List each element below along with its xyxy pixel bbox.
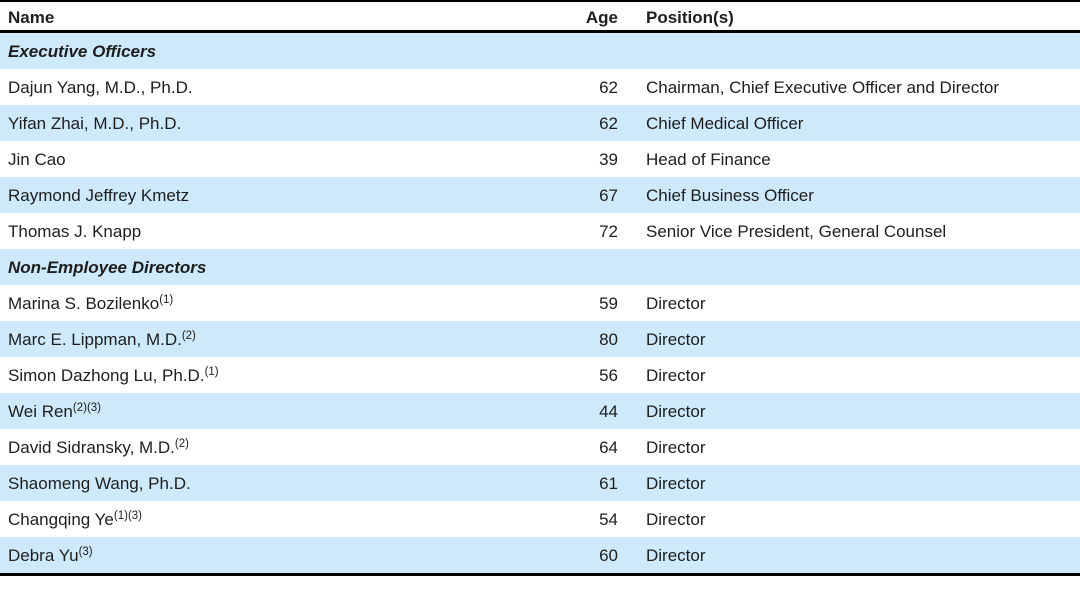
position-cell: Director [646, 546, 706, 564]
age-cell: 61 [599, 473, 618, 493]
name-cell: Thomas J. Knapp [0, 223, 583, 240]
person-name: Dajun Yang, M.D., Ph.D. [8, 77, 193, 97]
section-label: Executive Officers [8, 41, 157, 61]
age-cell: 54 [599, 509, 618, 529]
person-name: Simon Dazhong Lu, Ph.D. [8, 365, 205, 385]
position-cell: Director [646, 366, 706, 384]
age-cell: 56 [599, 365, 618, 385]
name-cell: Wei Ren(2)(3) [0, 401, 583, 421]
position-cell: Chairman, Chief Executive Officer and Di… [646, 78, 1000, 96]
management-table: Name Age Position(s) Executive Officers … [0, 0, 1080, 576]
table-row: David Sidransky, M.D.(2) 64 Director [0, 429, 1080, 465]
name-cell: Marina S. Bozilenko(1) [0, 293, 583, 313]
table-row: Raymond Jeffrey Kmetz 67 Chief Business … [0, 177, 1080, 213]
section-row: Non-Employee Directors [0, 249, 1080, 285]
position-cell: Director [646, 438, 706, 456]
age-cell: 67 [599, 185, 618, 205]
name-cell: Marc E. Lippman, M.D.(2) [0, 329, 583, 349]
person-name: Marina S. Bozilenko [8, 293, 160, 313]
section-row: Executive Officers [0, 33, 1080, 69]
position-cell: Chief Medical Officer [646, 114, 804, 132]
position-cell: Director [646, 510, 706, 528]
table-row: Changqing Ye(1)(3) 54 Director [0, 501, 1080, 537]
top-rule [0, 0, 1080, 2]
table-row: Wei Ren(2)(3) 44 Director [0, 393, 1080, 429]
person-name: Thomas J. Knapp [8, 221, 142, 241]
person-name: Changqing Ye [8, 509, 114, 529]
age-cell: 80 [599, 329, 618, 349]
name-cell: Yifan Zhai, M.D., Ph.D. [0, 115, 583, 132]
name-cell: Debra Yu(3) [0, 545, 583, 565]
footnote-superscript: (1) [159, 293, 174, 306]
table-row: Shaomeng Wang, Ph.D. 61 Director [0, 465, 1080, 501]
position-cell: Chief Business Officer [646, 186, 814, 204]
table-row: Jin Cao 39 Head of Finance [0, 141, 1080, 177]
person-name: Yifan Zhai, M.D., Ph.D. [8, 113, 182, 133]
column-header-positions: Position(s) [646, 8, 734, 27]
table-row: Simon Dazhong Lu, Ph.D.(1) 56 Director [0, 357, 1080, 393]
position-cell: Director [646, 330, 706, 348]
table-row: Yifan Zhai, M.D., Ph.D. 62 Chief Medical… [0, 105, 1080, 141]
person-name: Jin Cao [8, 149, 66, 169]
footnote-superscript: (1)(3) [113, 509, 143, 522]
name-cell: Raymond Jeffrey Kmetz [0, 187, 583, 204]
person-name: Marc E. Lippman, M.D. [8, 329, 182, 349]
section-label: Non-Employee Directors [8, 257, 207, 277]
footnote-superscript: (1) [204, 365, 219, 378]
name-cell: Jin Cao [0, 151, 583, 168]
position-cell: Director [646, 402, 706, 420]
footnote-superscript: (2) [174, 437, 189, 450]
table-row: Dajun Yang, M.D., Ph.D. 62 Chairman, Chi… [0, 69, 1080, 105]
table-row: Marina S. Bozilenko(1) 59 Director [0, 285, 1080, 321]
footnote-superscript: (3) [78, 545, 93, 558]
age-cell: 60 [599, 545, 618, 565]
position-cell: Director [646, 474, 706, 492]
column-header-name: Name [8, 8, 55, 27]
age-cell: 39 [599, 149, 618, 169]
bottom-rule [0, 573, 1080, 576]
age-cell: 62 [599, 113, 618, 133]
position-cell: Senior Vice President, General Counsel [646, 222, 947, 240]
age-cell: 64 [599, 437, 618, 457]
name-cell: Dajun Yang, M.D., Ph.D. [0, 79, 583, 96]
position-cell: Director [646, 294, 706, 312]
table-header-row: Name Age Position(s) [0, 2, 1080, 33]
position-cell: Head of Finance [646, 150, 771, 168]
age-cell: 62 [599, 77, 618, 97]
table-row: Marc E. Lippman, M.D.(2) 80 Director [0, 321, 1080, 357]
age-cell: 59 [599, 293, 618, 313]
name-cell: Changqing Ye(1)(3) [0, 509, 583, 529]
person-name: Raymond Jeffrey Kmetz [8, 185, 190, 205]
age-cell: 44 [599, 401, 618, 421]
person-name: David Sidransky, M.D. [8, 437, 175, 457]
footnote-superscript: (2) [181, 329, 196, 342]
column-header-age: Age [585, 8, 618, 27]
person-name: Wei Ren [8, 401, 73, 421]
person-name: Shaomeng Wang, Ph.D. [8, 473, 191, 493]
table-row: Debra Yu(3) 60 Director [0, 537, 1080, 573]
name-cell: Shaomeng Wang, Ph.D. [0, 475, 583, 492]
name-cell: David Sidransky, M.D.(2) [0, 437, 583, 457]
person-name: Debra Yu [8, 545, 79, 565]
age-cell: 72 [599, 221, 618, 241]
footnote-superscript: (2)(3) [72, 401, 102, 414]
table-row: Thomas J. Knapp 72 Senior Vice President… [0, 213, 1080, 249]
name-cell: Simon Dazhong Lu, Ph.D.(1) [0, 365, 583, 385]
